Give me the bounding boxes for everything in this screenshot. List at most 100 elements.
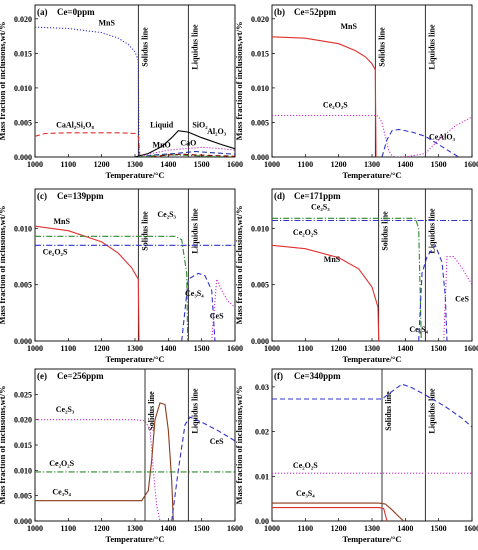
panel-e-solidus-line-label: Solidus line	[147, 391, 156, 431]
panel-c-annotation-mns: MnS	[53, 217, 70, 226]
panel-f-series-group	[272, 383, 472, 521]
panel-d-annotation-ce-o-s: Ce₂O₂S	[293, 228, 318, 237]
panel-a-x-tick-label: 1300	[127, 160, 143, 169]
panel-d-annotation-ce-s: Ce₂S₃	[311, 202, 330, 211]
panel-a-series-mns	[35, 26, 140, 157]
panel-d-ce-label: Ce=171ppm	[294, 191, 341, 201]
panel-a-series-liquid	[134, 130, 235, 157]
panel-b-x-tick-label: 1500	[431, 160, 447, 169]
panel-e-y-tick-label: 0.020	[14, 416, 32, 425]
panel-d-annotation-mns: MnS	[324, 255, 341, 264]
panel-a-series-cao	[151, 153, 235, 157]
panel-a-series-group	[35, 26, 235, 157]
panel-e-series-ce3s4	[35, 402, 174, 521]
panel-b-series-group	[272, 36, 472, 157]
panel-f-liquidus-line-label: Liquidus line	[427, 388, 436, 434]
panel-b-series-mns	[272, 36, 377, 157]
panel-a-annotation-mns: MnS	[98, 19, 115, 28]
panel-b-solidus-line-label: Solidus line	[377, 27, 386, 67]
panel-b-liquidus-line-label: Liquidus line	[427, 24, 436, 70]
panel-e-annotation-ce-o-s: Ce₂O₂S	[49, 459, 74, 468]
panel-c-annotation-ces: CeS	[210, 311, 224, 320]
panel-c-y-tick-label: 0.000	[14, 337, 32, 346]
panel-e-annotation-ce-s: Ce₂S₃	[56, 405, 75, 414]
panel-c-annotation-ce-s: Ce₃S₄	[185, 289, 204, 298]
panel-e-x-tick-label: 1600	[227, 524, 243, 533]
panel-c-x-tick-label: 1500	[194, 344, 210, 353]
panel-e-x-axis-title: Temperature/°C	[105, 534, 164, 544]
panel-d-series-mns	[272, 244, 380, 341]
panel-d-x-tick-label: 1000	[264, 344, 280, 353]
panel-b-y-tick-label: 0.010	[251, 84, 269, 93]
panel-f-annotation-ce-s: Ce₃S₄	[296, 489, 315, 498]
panel-a-series-sio2	[138, 146, 235, 157]
panel-a: 1000 1100 1200 1300 1400 1500 1600 0.000 0.005 0.…	[0, 4, 243, 180]
panel-a-ce-label: Ce=0ppm	[57, 7, 95, 17]
panel-a-y-tick-label: 0.000	[14, 153, 32, 162]
panel-b-ce-label: Ce=52ppm	[294, 7, 337, 17]
panel-f-x-tick-label: 1600	[464, 524, 478, 533]
panel-e-x-tick-label: 1500	[194, 524, 210, 533]
panel-d-x-tick-label: 1600	[464, 344, 478, 353]
panel-d-y-tick-label: 0.010	[251, 224, 269, 233]
panel-c-series-ce2s3	[35, 235, 189, 341]
panel-a-annotation-sio: SiO₂	[192, 120, 208, 129]
panel-b-x-tick-label: 1300	[364, 160, 380, 169]
panel-e-series-ces	[171, 416, 235, 521]
panel-f-x-tick-label: 1200	[331, 524, 347, 533]
panel-a-series-mno	[138, 154, 235, 157]
panel-e-y-tick-label: 0.015	[14, 441, 32, 450]
panel-c-ce-label: Ce=139ppm	[57, 191, 104, 201]
panel-b-annotation-mns: MnS	[340, 22, 357, 31]
panel-d-annotation-ce-s: Ce₃S₄	[409, 325, 428, 334]
panel-f-solidus-line-label: Solidus line	[384, 391, 393, 431]
panel-a-liquidus-line-label: Liquidus line	[190, 24, 199, 70]
panel-d: 1000 1100 1200 1300 1400 1500 1600 0.000 0.005 0.…	[234, 188, 478, 364]
panel-c-y-axis-title: Mass fraction of inclusions,wt/%	[0, 206, 7, 325]
panel-d-series-ce3s4	[418, 244, 448, 341]
panel-d-series-ce2s3	[272, 217, 422, 341]
panel-d-annotation-ces: CeS	[455, 295, 469, 304]
panel-f-y-tick-label: 0.00	[255, 517, 269, 526]
panel-f-annotation-ce-o-s: Ce₂O₂S	[293, 461, 318, 470]
panel-e-ce-label: Ce=256ppm	[57, 371, 104, 381]
panel-b-annotation-ce-o-s: Ce₂O₂S	[323, 100, 348, 109]
panel-d-series-ces	[443, 256, 472, 341]
panel-c-series-ces	[211, 278, 235, 341]
panel-a-solidus-line-label: Solidus line	[140, 27, 149, 67]
panel-d-y-tick-label: 0.005	[251, 281, 269, 290]
panel-c-series-group	[35, 225, 235, 341]
panel-f-ce-label: Ce=340ppm	[294, 371, 341, 381]
panel-d-y-axis-title: Mass fraction of inclusions,wt/%	[234, 206, 244, 325]
panel-f-series-ces	[272, 383, 472, 428]
panel-b-y-tick-label: 0.015	[251, 49, 269, 58]
panel-b-x-tick-label: 1000	[264, 160, 280, 169]
panel-c-series-ce3s4	[181, 272, 216, 341]
panel-e-x-tick-label: 1400	[160, 524, 176, 533]
panel-b-y-axis-title: Mass fraction of inclusions,wt/%	[234, 22, 244, 141]
panel-c-series-mns	[35, 225, 140, 341]
panel-e-y-tick-label: 0.000	[14, 517, 32, 526]
panel-d-solidus-line-label: Solidus line	[381, 211, 390, 251]
panel-d-y-tick-label: 0.000	[251, 337, 269, 346]
panel-c-x-tick-label: 1300	[127, 344, 143, 353]
panel-c-solidus-line-label: Solidus line	[140, 211, 149, 251]
panel-c-x-tick-label: 1600	[227, 344, 243, 353]
panel-b-y-tick-label: 0.020	[251, 15, 269, 24]
panel-a-y-tick-label: 0.005	[14, 118, 32, 127]
panel-a-annotation-liquid: Liquid	[150, 120, 174, 129]
panel-e-annotation-ce-s: Ce₃S₄	[52, 488, 71, 497]
panel-f-series-ce3s4	[272, 502, 405, 521]
panel-e-label: (e)	[37, 371, 47, 381]
panel-c-liquidus-line-label: Liquidus line	[190, 208, 199, 254]
panel-a-x-tick-label: 1000	[27, 160, 43, 169]
panel-a-annotation-al-o: Al₂O₃	[207, 127, 227, 136]
panel-f-x-tick-label: 1400	[397, 524, 413, 533]
panel-e-x-tick-label: 1100	[61, 524, 77, 533]
panel-c-y-tick-label: 0.010	[14, 224, 32, 233]
panel-d-series-group	[272, 217, 472, 341]
panel-f-series-ce3s4-band	[272, 507, 388, 521]
panel-b: 1000 1100 1200 1300 1400 1500 1600 0.000 0.005 0.…	[234, 4, 478, 180]
panel-c-x-tick-label: 1400	[160, 344, 176, 353]
